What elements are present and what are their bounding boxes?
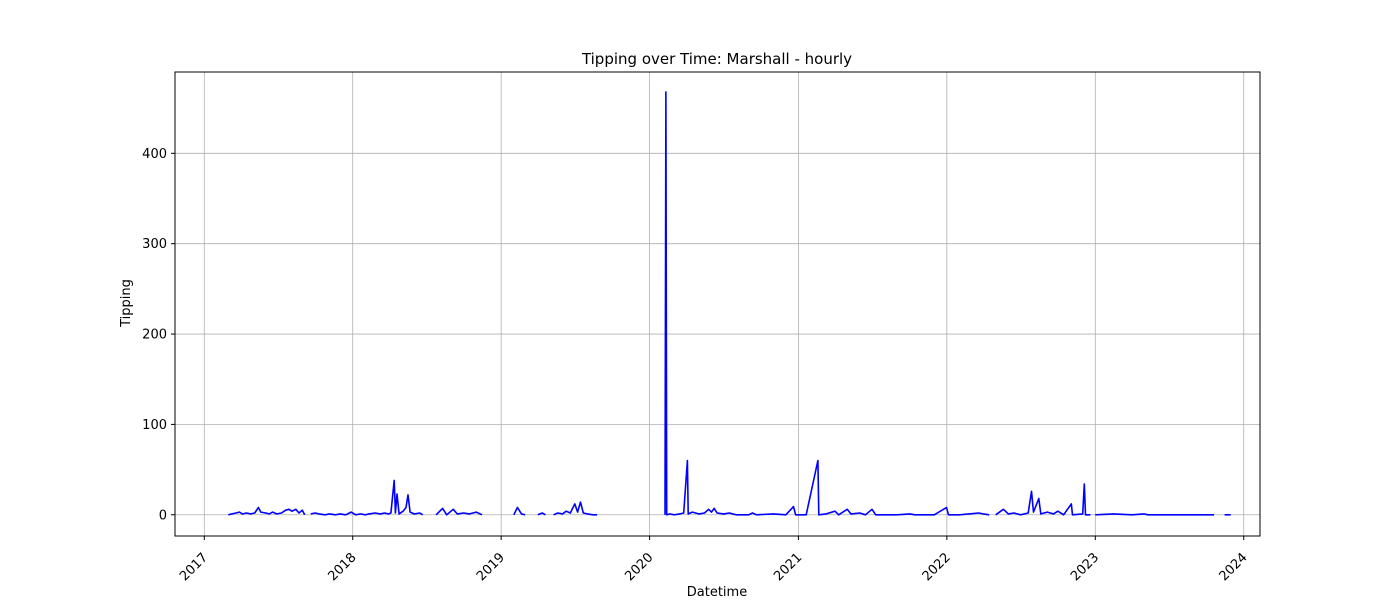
y-tick-label: 200 [142, 328, 167, 343]
y-axis-label: Tipping [119, 279, 134, 328]
series-line-segment [664, 91, 990, 516]
series-line-segment [228, 506, 306, 516]
series-line-segment [310, 479, 424, 516]
y-axis: 0 100 200 300 400 [142, 147, 175, 523]
series-line-segment [513, 506, 526, 516]
series-line-segment [553, 501, 598, 516]
y-tick-label: 300 [142, 237, 167, 252]
y-tick-label: 400 [142, 147, 167, 162]
x-axis-label: Datetime [687, 585, 747, 600]
y-tick-label: 0 [159, 508, 167, 523]
plot-frame [174, 71, 1261, 537]
series-line-segment [1095, 513, 1214, 516]
series-line-segment [537, 512, 546, 516]
y-tick-label: 100 [142, 418, 167, 433]
series-line-segment [995, 483, 1091, 516]
chart-title: Tipping over Time: Marshall - hourly [581, 50, 852, 68]
grid [175, 72, 1260, 536]
plot-data [228, 91, 1231, 516]
series-line-segment [435, 507, 483, 516]
